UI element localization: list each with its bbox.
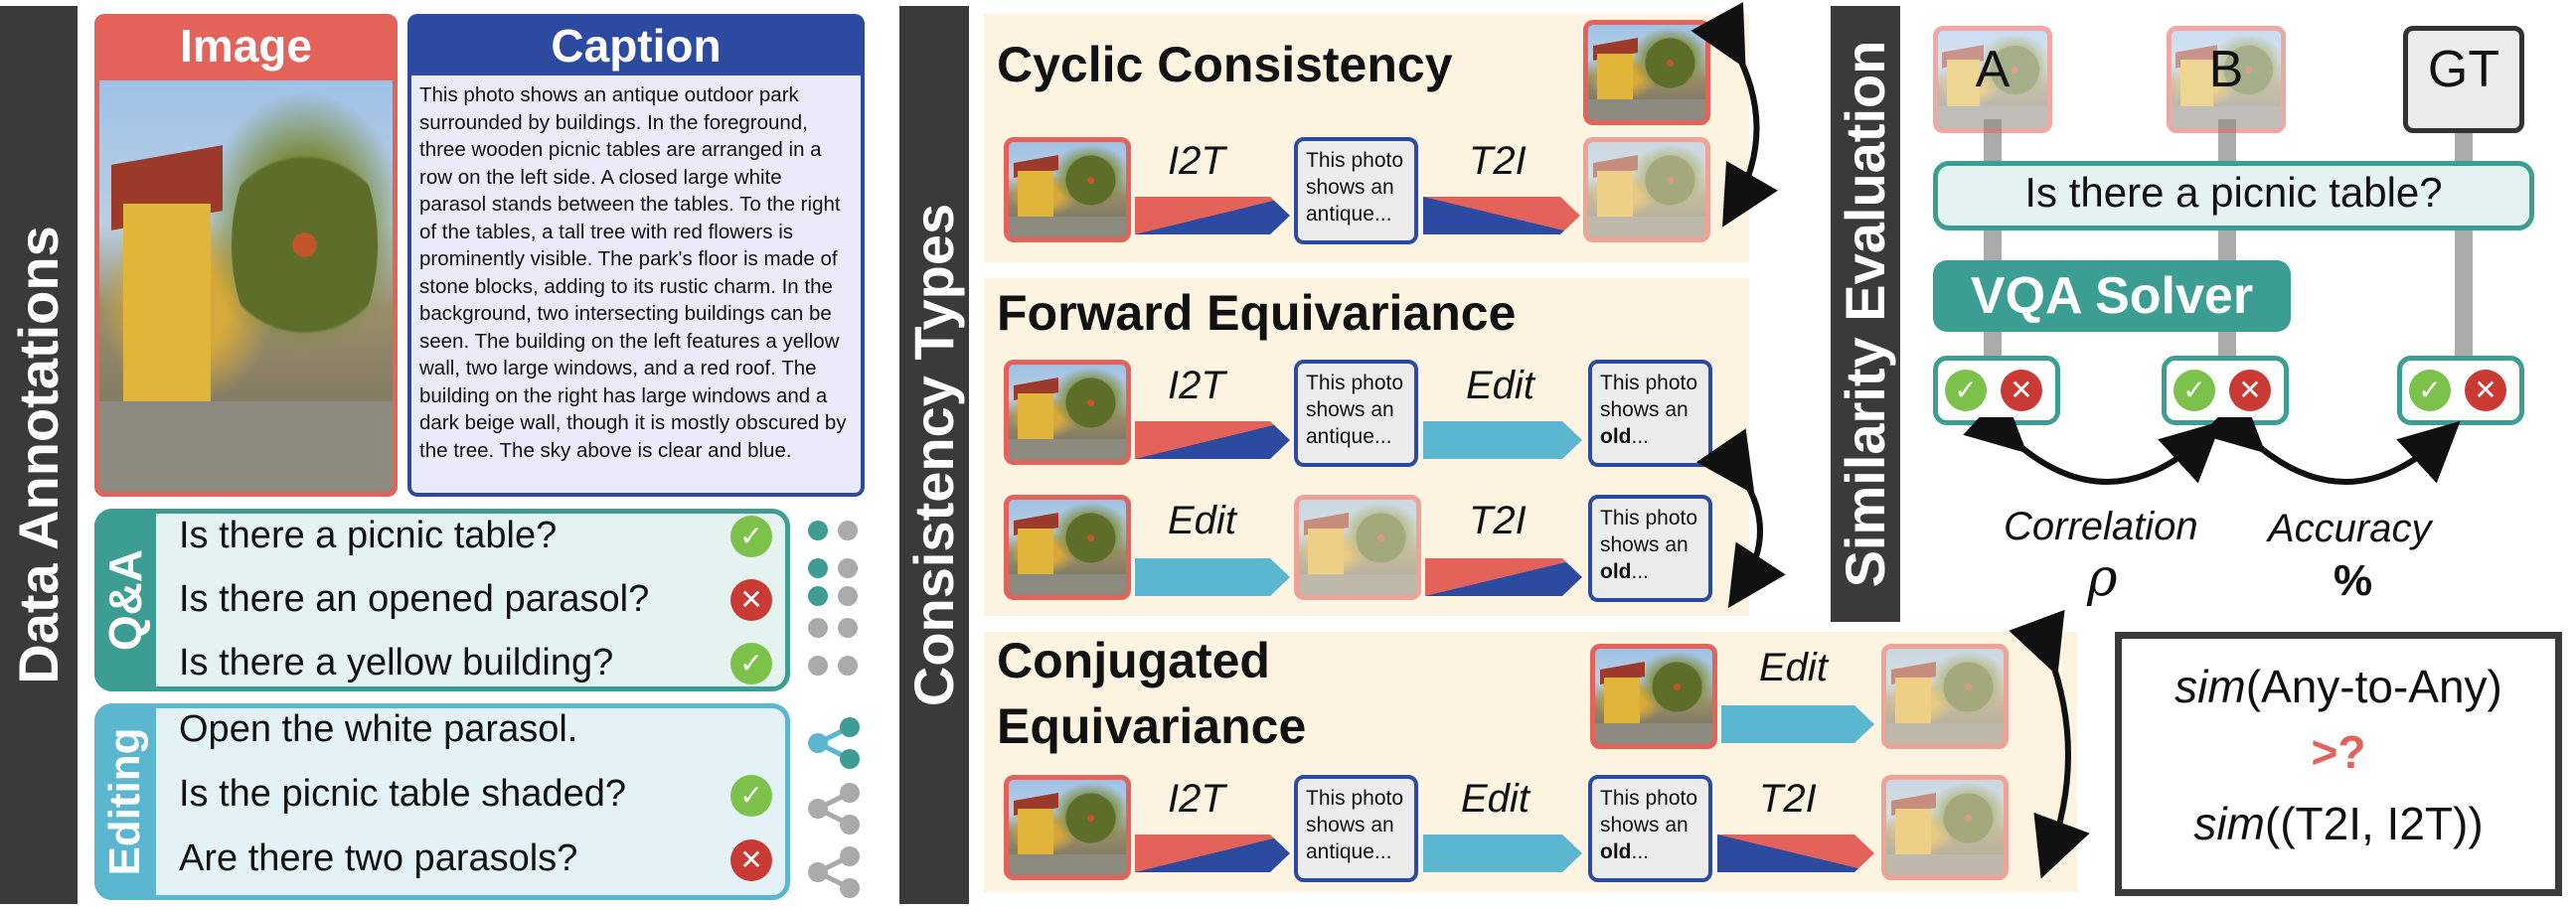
- forward-row1-text1: This photo shows an antique...: [1294, 360, 1418, 467]
- conjugated-photo-top-input: [1590, 644, 1717, 749]
- caption-text: This photo shows an antique outdoor park…: [419, 83, 847, 462]
- caption-header: Caption: [407, 14, 865, 77]
- forward-photo-edited: [1294, 495, 1421, 600]
- correlation-label: Correlation: [2004, 505, 2198, 548]
- arrow-edit: [1721, 705, 1874, 743]
- caption-box: This photo shows an antique outdoor park…: [407, 76, 865, 497]
- cross-icon: ✕: [2465, 370, 2506, 411]
- check-icon: ✓: [2409, 370, 2451, 411]
- check-icon: ✓: [730, 775, 772, 817]
- editing-question-2: Are there two parasols?: [179, 837, 578, 879]
- qa-label-tab: [94, 509, 156, 691]
- arrow-edit: [1423, 834, 1582, 872]
- label-gt: GT: [2427, 41, 2500, 98]
- cyclic-text-box: This photo shows an antique...: [1294, 137, 1418, 244]
- conjugated-op-edit: Edit: [1461, 777, 1530, 821]
- editing-question-1: Is the picnic table shaded?: [179, 773, 626, 815]
- arrow-i2t: [1135, 834, 1290, 872]
- equivariance-arrow: [1695, 428, 1786, 609]
- forward-row2-op-edit: Edit: [1168, 499, 1236, 542]
- percent-symbol: %: [2334, 556, 2373, 605]
- similarity-evaluation-label: Similarity Evaluation: [1834, 40, 1896, 588]
- vqa-solver: VQA Solver: [1933, 260, 2291, 332]
- conjugated-text1: This photo shows an antique...: [1294, 775, 1418, 882]
- conjugated-photo-bottom-input: [1004, 775, 1131, 880]
- cyclic-op-i2t: I2T: [1168, 139, 1225, 183]
- conjugated-photo-bottom-output: [1881, 775, 2009, 880]
- cyclic-photo-input: [1004, 137, 1131, 242]
- rho-symbol: ρ: [2087, 548, 2118, 608]
- cyclic-title: Cyclic Consistency: [997, 37, 1453, 92]
- forward-row1-op-edit: Edit: [1466, 364, 1534, 407]
- cyclic-photo-output: [1583, 137, 1710, 242]
- qa-question-3: Is there a yellow building?: [179, 642, 614, 683]
- image-a: [1933, 26, 2052, 133]
- sim-operator: >?: [2311, 726, 2366, 778]
- similarity-question: Is there a picnic table?: [2024, 169, 2443, 216]
- arrow-t2i: [1423, 197, 1580, 234]
- label-gt-box: [2403, 26, 2524, 133]
- image-header: Image: [94, 14, 398, 77]
- forward-photo-row1: [1004, 360, 1131, 465]
- forward-row1-text2: This photo shows an old...: [1588, 360, 1712, 467]
- conjugate-arrow: [2009, 609, 2090, 879]
- sim-line-2: sim((T2I, I2T)): [2193, 798, 2484, 849]
- conjugated-top-op-edit: Edit: [1759, 646, 1828, 689]
- sim-comparison-box: [2115, 632, 2562, 896]
- forward-photo-row2: [1004, 495, 1131, 600]
- consistency-types-bar: [899, 6, 969, 904]
- correlation-arrow: [1963, 417, 2222, 485]
- cyclic-op-t2i: T2I: [1469, 139, 1527, 183]
- similarity-arrows: [1963, 417, 2461, 485]
- annotation-photo: [94, 76, 398, 497]
- connector-gt: [2455, 119, 2473, 368]
- conjugated-op-t2i: T2I: [1759, 777, 1817, 821]
- similarity-question-box: [1933, 161, 2534, 230]
- qa-question-2: Is there an opened parasol?: [179, 578, 650, 620]
- image-b: [2167, 26, 2286, 133]
- arrow-t2i: [1425, 558, 1582, 596]
- forward-title: Forward Equivariance: [997, 285, 1517, 341]
- accuracy-label: Accuracy: [2268, 507, 2432, 550]
- label-b: B: [2208, 41, 2244, 98]
- check-icon: ✓: [1945, 370, 1987, 411]
- accuracy-arrow: [2201, 417, 2461, 485]
- editing-box: [94, 703, 790, 900]
- similarity-evaluation-bar: [1831, 6, 1900, 622]
- conjugated-title-line2: Equivariance: [997, 698, 1307, 754]
- arrow-i2t: [1135, 421, 1290, 459]
- cross-icon: ✕: [2001, 370, 2042, 411]
- forward-row2-op-t2i: T2I: [1469, 499, 1527, 542]
- arrow-edit: [1423, 421, 1582, 459]
- check-icon: ✓: [730, 516, 772, 557]
- editing-instruction: Open the white parasol.: [179, 708, 578, 750]
- arrow-edit: [1135, 558, 1290, 596]
- cross-icon: ✕: [730, 579, 772, 621]
- conjugated-title-line1: Conjugated: [997, 633, 1270, 688]
- editing-graph-icon: [808, 717, 860, 898]
- qa-dots-icon: [808, 521, 858, 676]
- cyclic-photo-top: [1583, 20, 1710, 125]
- editing-label-tab: [94, 703, 156, 900]
- cross-icon: ✕: [730, 839, 772, 881]
- qa-box: [94, 509, 790, 691]
- sim-line-1: sim(Any-to-Any): [2174, 661, 2502, 712]
- conjugated-op-i2t: I2T: [1168, 777, 1225, 821]
- cross-icon: ✕: [2229, 370, 2271, 411]
- conjugated-text2: This photo shows an old...: [1588, 775, 1712, 882]
- qa-question-1: Is there a picnic table?: [179, 515, 558, 556]
- conjugated-photo-top-output: [1881, 644, 2009, 749]
- forward-row1-op-i2t: I2T: [1168, 364, 1225, 407]
- arrow-i2t: [1135, 197, 1290, 234]
- data-annotations-bar: [0, 6, 78, 904]
- cycle-arrow: [1690, 2, 1778, 228]
- check-icon: ✓: [2174, 370, 2215, 411]
- label-a: A: [1975, 41, 2011, 98]
- arrow-t2i: [1717, 834, 1874, 872]
- check-icon: ✓: [730, 643, 772, 684]
